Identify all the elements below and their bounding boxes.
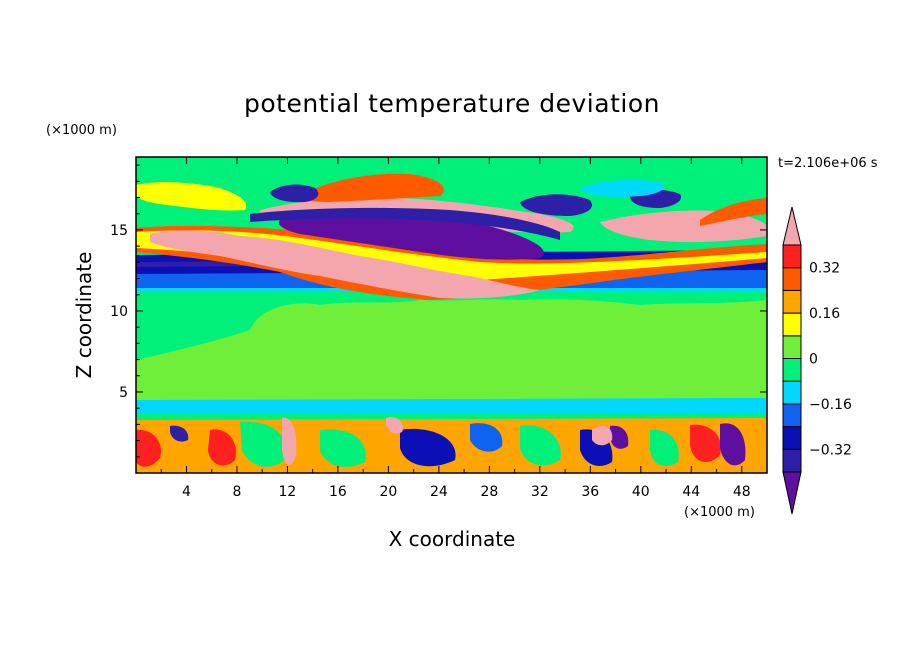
- y-tick-label: 5: [119, 385, 128, 401]
- top-yellow-arc: [136, 182, 247, 211]
- y-unit-label: (×1000 m): [46, 123, 117, 138]
- surface-blue-patch-2: [470, 423, 503, 452]
- colorbar-box: [782, 335, 802, 359]
- surface-red-patch-3: [690, 424, 721, 463]
- x-unit-label: (×1000 m): [684, 505, 755, 520]
- colorbar-box: [782, 289, 802, 314]
- mid-light-green-region: [136, 299, 767, 410]
- x-tick-label: 8: [232, 484, 241, 500]
- surface-red-patch-2: [208, 429, 236, 466]
- x-tick-label: 32: [531, 484, 549, 500]
- surface-red-patch-1: [136, 429, 161, 467]
- y-axis: 5 10 15: [110, 164, 767, 458]
- colorbar-label: −0.16: [809, 397, 852, 413]
- top-navy-blob-left: [270, 184, 319, 203]
- mid-cyan-streak: [136, 398, 767, 416]
- top-right-orange: [700, 198, 767, 226]
- colorbar: 0.32 0.16 0 −0.16 −0.32: [782, 206, 852, 515]
- colorbar-label: 0.16: [809, 306, 840, 322]
- cold-core-purple: [278, 213, 544, 260]
- top-navy-blob-mid: [520, 194, 592, 216]
- surface-purple-patch-1: [720, 423, 746, 466]
- x-tick-label: 48: [733, 484, 751, 500]
- colorbar-box: [782, 380, 802, 405]
- warm-layer-pink: [150, 230, 540, 299]
- top-cyan-patch: [580, 180, 664, 197]
- surface-pink-plume-1: [282, 417, 297, 466]
- y-tick-label: 15: [110, 223, 128, 239]
- surface-blue-patch-1: [400, 428, 456, 467]
- chart-title: potential temperature deviation: [244, 89, 660, 118]
- colorbar-label: 0: [809, 352, 818, 368]
- y-axis-title: Z coordinate: [72, 252, 96, 379]
- surface-navy-patch: [170, 425, 189, 442]
- contour-field: [136, 157, 767, 473]
- x-tick-label: 20: [379, 484, 397, 500]
- surface-green-patch-4: [650, 429, 679, 466]
- surface-green-patch-3: [520, 425, 561, 466]
- surface-green-patch-1: [240, 421, 286, 467]
- colorbar-extend-min: [782, 471, 802, 515]
- x-tick-label: 16: [329, 484, 347, 500]
- surface-green-patch-2: [320, 429, 366, 467]
- colorbar-box: [782, 358, 802, 382]
- surface-purple-patch-2: [610, 425, 629, 449]
- x-tick-label: 44: [682, 484, 700, 500]
- surface-pink-plume-3: [386, 417, 404, 434]
- colorbar-box: [782, 244, 802, 269]
- colorbar-box: [782, 312, 802, 337]
- top-orange-arc: [299, 173, 444, 202]
- colorbar-extend-max: [782, 206, 802, 246]
- x-tick-label: 28: [480, 484, 498, 500]
- x-tick-label: 4: [182, 484, 191, 500]
- colorbar-label: 0.32: [809, 261, 840, 277]
- x-tick-label: 24: [430, 484, 448, 500]
- x-tick-label: 40: [632, 484, 650, 500]
- cold-core-rim: [250, 207, 560, 240]
- x-tick-label: 36: [581, 484, 599, 500]
- colorbar-box: [782, 267, 802, 291]
- colorbar-label: −0.32: [809, 442, 852, 458]
- surface-pink-plume-2: [592, 425, 613, 446]
- colorbar-box: [782, 403, 802, 428]
- colorbar-box: [782, 426, 802, 450]
- x-tick-label: 12: [279, 484, 297, 500]
- time-label: t=2.106e+06 s: [778, 156, 878, 171]
- x-axis-title: X coordinate: [389, 527, 516, 551]
- plot-frame: [135, 156, 768, 474]
- y-tick-label: 10: [110, 304, 128, 320]
- colorbar-box: [782, 448, 802, 473]
- x-axis: 4 8 12 16 20 24 28 32 36 40 44 48: [160, 157, 751, 500]
